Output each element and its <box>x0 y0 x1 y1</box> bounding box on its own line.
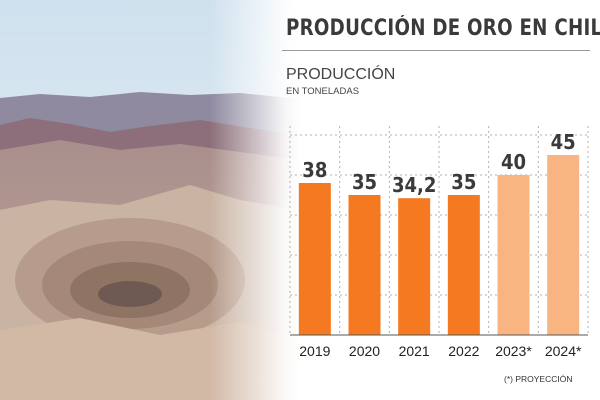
chart-subtitle: PRODUCCIÓN <box>286 66 396 83</box>
value-label: 35 <box>451 170 476 194</box>
bar-2020 <box>348 195 381 335</box>
x-tick-labels-group: 2019 2020 2021 2022 2023* 2024* <box>299 343 582 359</box>
bars-group <box>298 155 580 335</box>
x-tick-label: 2020 <box>349 343 380 359</box>
x-tick-label: 2024* <box>545 343 582 359</box>
chart-title: PRODUCCIÓN DE ORO EN CHILE <box>286 16 600 41</box>
value-label: 35 <box>352 170 377 194</box>
value-label: 34,2 <box>392 173 436 197</box>
bar-2022 <box>447 195 480 335</box>
value-label: 45 <box>551 130 576 154</box>
chart-grid <box>289 126 589 335</box>
bar-2019 <box>298 183 331 335</box>
x-tick-label: 2021 <box>399 343 430 359</box>
value-label: 40 <box>501 150 526 174</box>
x-tick-label: 2022 <box>448 343 479 359</box>
bar-2024-proj <box>547 155 580 335</box>
value-label: 38 <box>302 158 327 182</box>
x-tick-label: 2023* <box>495 343 532 359</box>
value-labels-group: 38 35 34,2 35 40 45 <box>302 130 575 197</box>
title-divider <box>282 50 590 51</box>
projection-footnote: (*) PROYECCIÓN <box>504 374 573 384</box>
bar-2023-proj <box>497 175 530 335</box>
x-tick-label: 2019 <box>299 343 330 359</box>
unit-label: EN TONELADAS <box>286 86 360 97</box>
bar-2021 <box>398 198 431 335</box>
